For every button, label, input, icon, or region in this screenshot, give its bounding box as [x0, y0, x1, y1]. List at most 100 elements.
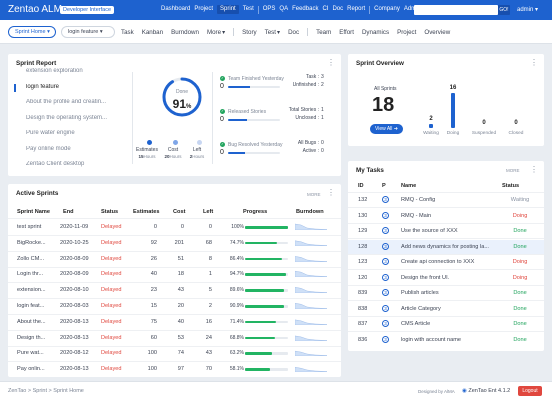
breadcrumb-item[interactable]: Sprint Home	[53, 388, 84, 394]
sprint-list-item[interactable]: Zentao Client desktop	[26, 161, 85, 167]
sub-nav-bar: Sprint Home ▾ login feature ▾ Task Kanban…	[0, 20, 552, 44]
status-bar-doing	[451, 93, 455, 128]
breadcrumb-item[interactable]: Sprint	[32, 388, 48, 394]
more-link[interactable]: MORE	[506, 168, 520, 173]
sprint-list-item[interactable]: Pay online mode	[26, 145, 71, 152]
nav-ops[interactable]: OPS	[262, 6, 276, 12]
nav-dashboard[interactable]: Dashboard	[161, 6, 191, 12]
nav-report[interactable]: Report	[347, 6, 366, 12]
card-title: Sprint Report	[16, 60, 57, 67]
app-logo[interactable]: Zentao ALM	[8, 4, 62, 15]
more-options-icon[interactable]: ⋮	[530, 58, 538, 67]
stat-label: All Bugs :	[297, 140, 319, 146]
nav-doc[interactable]: Doc	[332, 6, 344, 12]
sprint-list-item[interactable]: login feature	[26, 83, 60, 90]
user-menu[interactable]: admin ▾	[517, 6, 538, 13]
subnav-overview[interactable]: Overview	[424, 29, 451, 36]
version-info[interactable]: ◉ ZenTao Ent 4.1.2	[462, 388, 510, 394]
progress-bar-fill	[245, 352, 273, 355]
sprint-list-item[interactable]: About the profile and creatin...	[26, 99, 107, 105]
sprint-cost: 201	[174, 239, 184, 246]
subnav-more[interactable]: More	[206, 29, 222, 36]
task-name-link[interactable]: Article Category	[401, 305, 441, 312]
nav-qa[interactable]: QA	[279, 6, 289, 12]
sprint-name-link[interactable]: Login thr...	[17, 271, 44, 278]
more-link[interactable]: MORE	[307, 192, 321, 197]
view-all-button[interactable]: View All ➜	[370, 124, 403, 134]
sprint-name-link[interactable]: extension...	[17, 287, 46, 294]
task-name-link[interactable]: Design the front UI.	[401, 274, 450, 281]
designed-by: Designed by AlMA	[418, 389, 455, 394]
sprint-name-link[interactable]: Zollo CM...	[17, 255, 45, 262]
nav-project[interactable]: Project	[194, 6, 214, 12]
nav-company[interactable]: Company	[374, 6, 400, 12]
sprint-name-link[interactable]: test sprint	[17, 224, 42, 230]
breadcrumb-item[interactable]: ZenTao	[8, 388, 27, 394]
task-name-link[interactable]: RMQ - Config	[401, 197, 436, 203]
more-options-icon[interactable]: ⋮	[530, 165, 538, 174]
task-name-link[interactable]: CMS Article	[401, 321, 431, 327]
sprint-name-link[interactable]: login feat...	[17, 303, 45, 309]
sprint-list-item[interactable]: Pure water engine	[26, 130, 75, 136]
nav-sprint[interactable]: Sprint	[217, 5, 239, 14]
progress-bar-fill	[245, 289, 284, 292]
more-options-icon[interactable]: ⋮	[327, 188, 335, 197]
logout-button[interactable]: Logout	[518, 386, 542, 396]
status-bar-label: Suspended	[471, 131, 497, 136]
subnav-team[interactable]: Team	[316, 29, 332, 36]
priority-badge: 3	[382, 258, 389, 265]
progress-bar	[245, 289, 288, 292]
sprint-list-item[interactable]: Design the operating system...	[26, 114, 108, 121]
selected-marker	[14, 84, 16, 92]
nav-feedback[interactable]: Feedback	[292, 6, 319, 12]
sprint-select-value: Sprint Home	[15, 29, 46, 35]
subnav-story[interactable]: Story	[242, 29, 257, 36]
task-id: 129	[358, 228, 368, 234]
nav-ci[interactable]: CI	[322, 6, 329, 12]
task-name-link[interactable]: Add news dynamics for posting la...	[401, 243, 489, 250]
progress-percent: 90.9%	[229, 303, 244, 309]
sprint-name-link[interactable]: About the...	[17, 318, 46, 325]
sprint-list-item[interactable]: extension exploration	[26, 68, 83, 74]
sprint-select[interactable]: Sprint Home ▾	[8, 26, 56, 38]
status-bar-label: Waiting	[423, 131, 439, 136]
progress-bar-fill	[245, 368, 270, 371]
more-options-icon[interactable]: ⋮	[327, 58, 335, 67]
row-divider	[8, 282, 341, 284]
metric-progress-fill	[228, 86, 250, 88]
subnav-dynamics[interactable]: Dynamics	[361, 29, 390, 36]
subnav-burndown[interactable]: Burndown	[171, 29, 199, 36]
sprint-end: 2020-08-12	[60, 350, 89, 357]
task-name-link[interactable]: login with account name	[401, 336, 462, 343]
nav-admin[interactable]: Admin	[403, 6, 421, 12]
sprint-left: 70	[205, 366, 212, 373]
subnav-project[interactable]: Project	[397, 29, 417, 36]
card-title: Active Sprints	[16, 190, 59, 197]
subnav-kanban[interactable]: Kanban	[141, 29, 164, 36]
user-name: admin	[517, 7, 534, 13]
subnav-task[interactable]: Task	[121, 29, 134, 36]
task-name-link[interactable]: Publish articles	[401, 290, 439, 296]
edition-badge[interactable]: Developer Interface	[60, 6, 114, 14]
status-badge: Delayed	[101, 303, 122, 309]
hours-number: 2	[189, 154, 193, 159]
task-name-link[interactable]: Create api connection to XXX	[401, 259, 475, 265]
sprint-name-link[interactable]: Pure wat...	[17, 350, 44, 357]
status-bar-value: 16	[449, 85, 457, 91]
priority-badge: 3	[382, 211, 389, 219]
task-name-link[interactable]: Use the source of XXX	[401, 228, 458, 234]
task-name-link[interactable]: RMQ - Main	[401, 212, 432, 219]
sprint-name-link[interactable]: Pay onlin...	[17, 366, 45, 373]
progress-percent: 100%	[231, 224, 244, 230]
column-header: P	[382, 183, 386, 189]
search-go-button[interactable]: GO!	[498, 5, 510, 15]
search-input[interactable]	[414, 5, 498, 15]
subnav-test[interactable]: Test	[264, 29, 276, 36]
nav-test[interactable]: Test	[242, 6, 254, 12]
sprint-name-link[interactable]: Design th...	[17, 334, 46, 341]
feature-select[interactable]: login feature ▾	[61, 26, 115, 38]
subnav-doc[interactable]: Doc	[288, 29, 300, 36]
sprint-name-link[interactable]: BigRocke...	[17, 239, 46, 246]
divider	[212, 72, 213, 164]
subnav-effort[interactable]: Effort	[339, 29, 354, 36]
